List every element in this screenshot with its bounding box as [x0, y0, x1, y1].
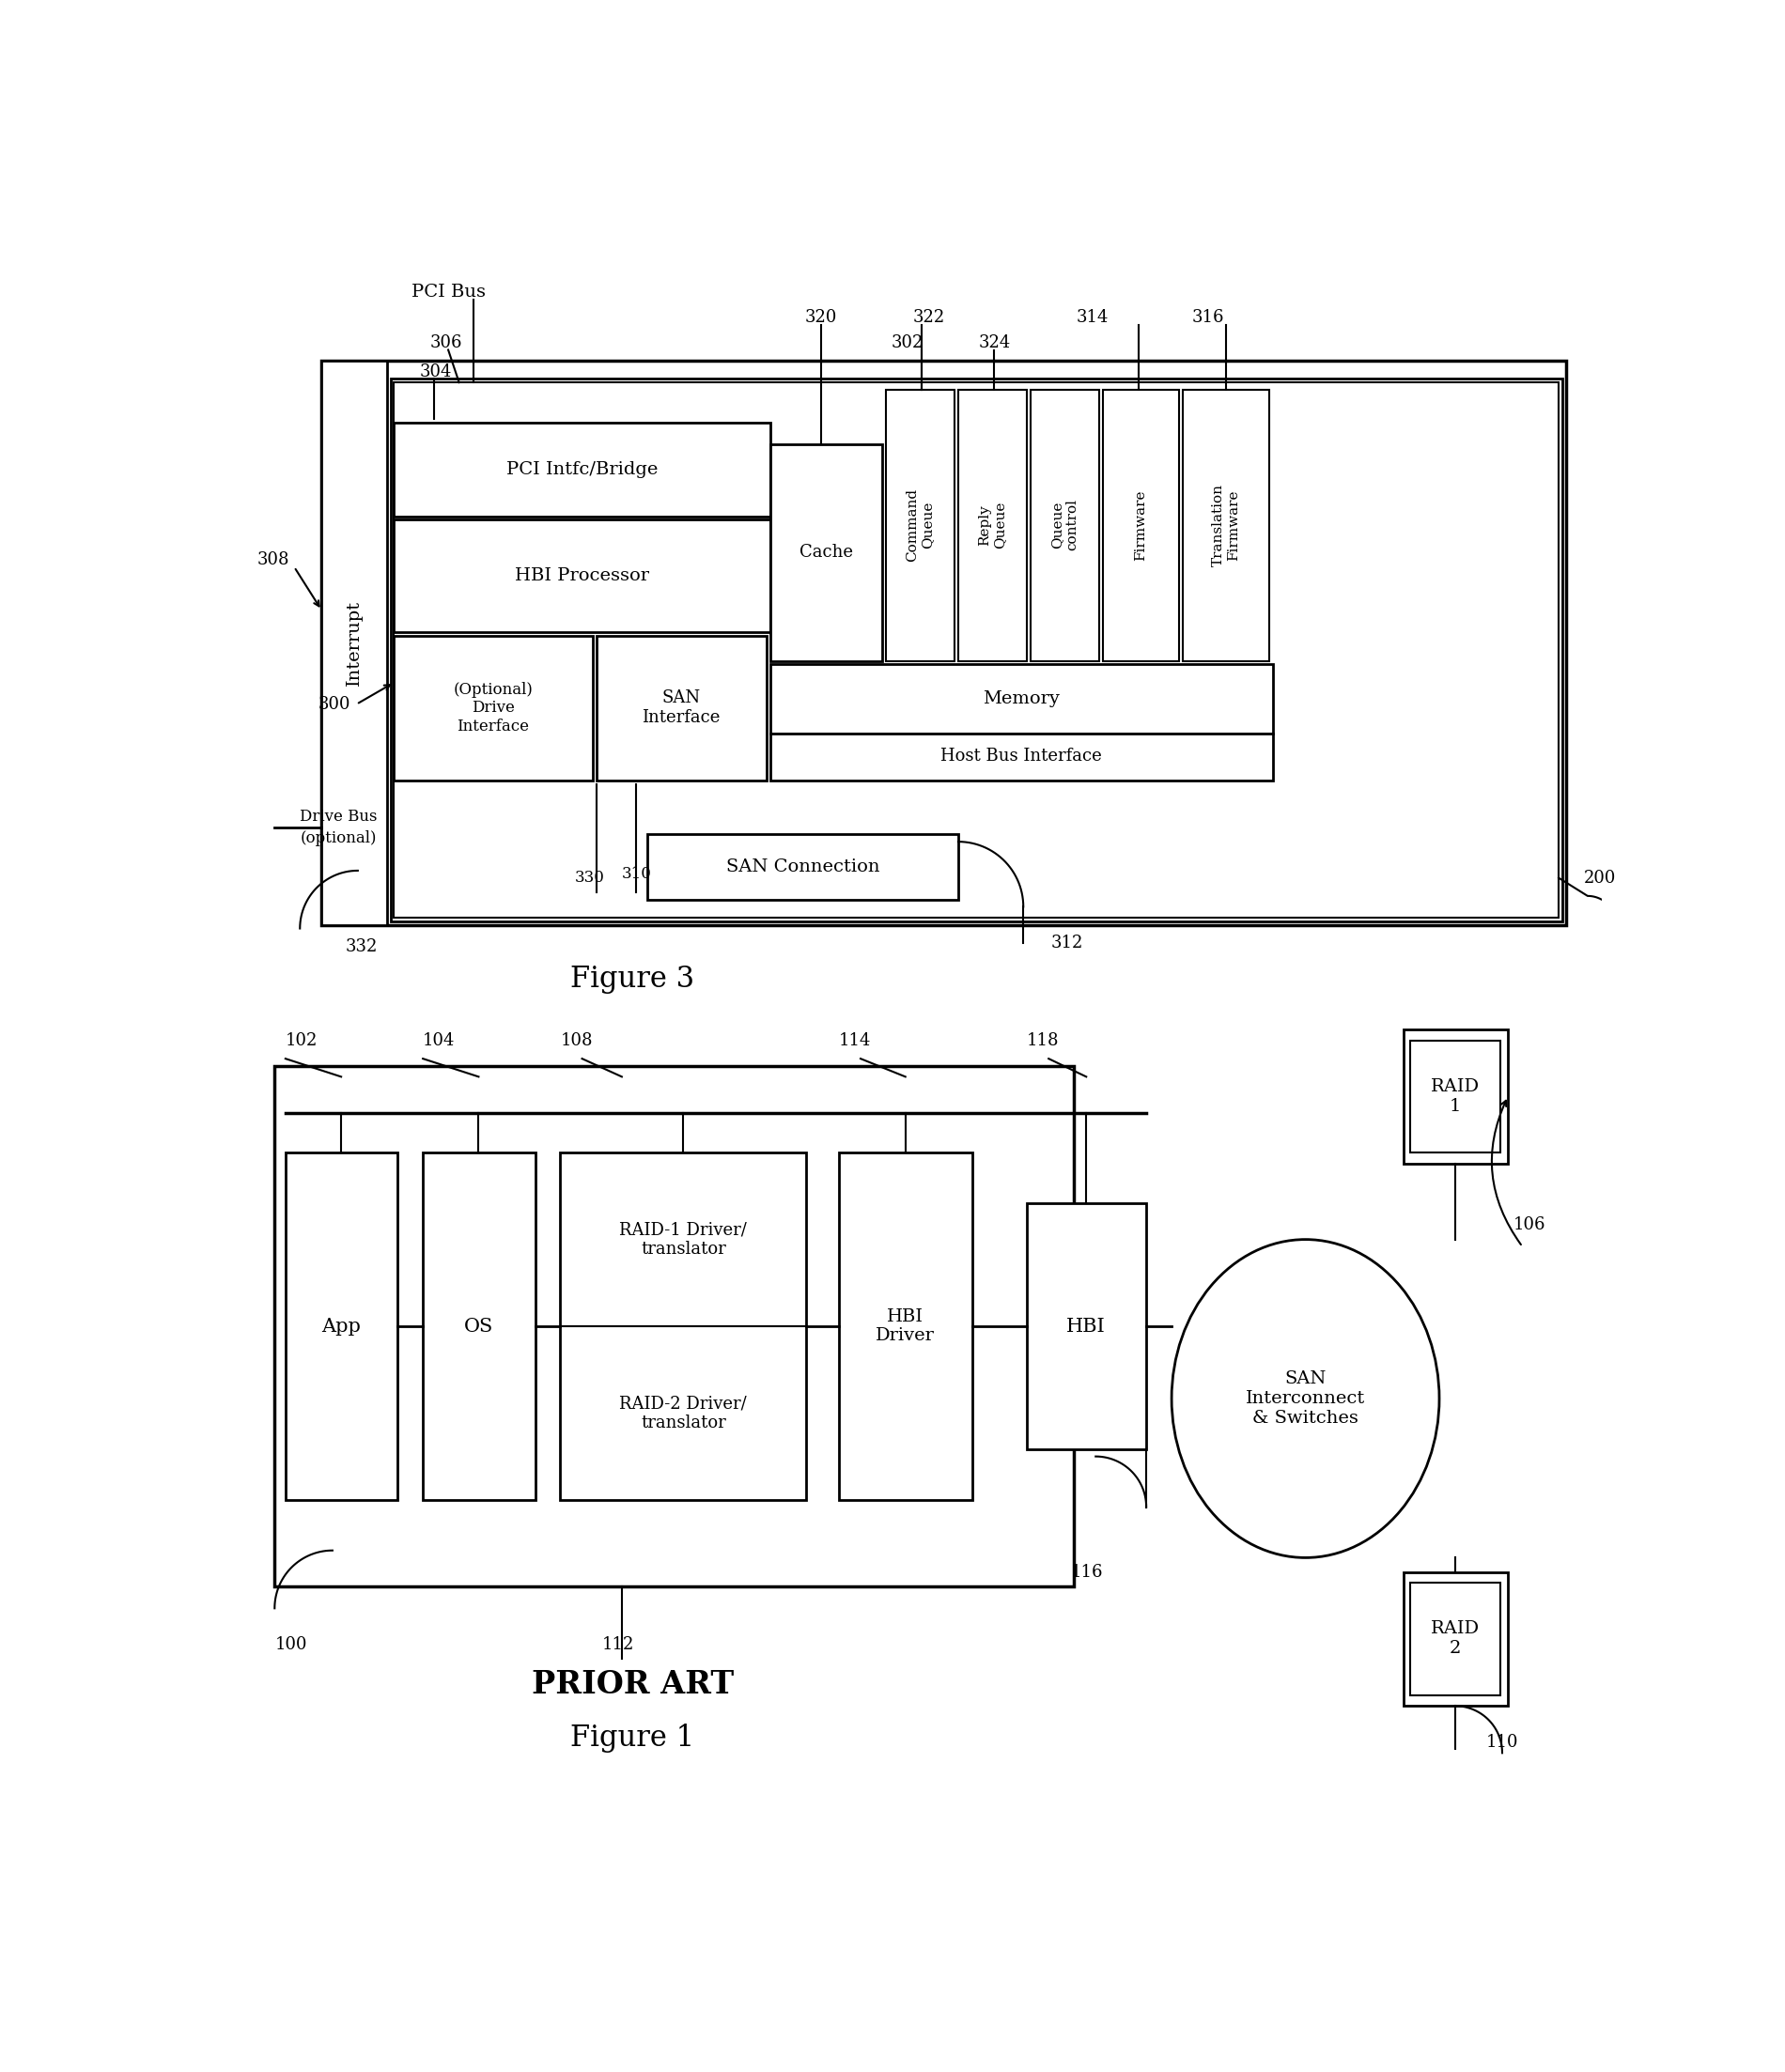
Bar	[769, 733, 1273, 781]
Text: OS: OS	[464, 1318, 493, 1334]
Text: Command
Queue: Command Queue	[905, 489, 934, 562]
Text: (Optional)
Drive
Interface: (Optional) Drive Interface	[453, 682, 534, 733]
Text: (optional): (optional)	[300, 831, 377, 845]
Text: Queue
control: Queue control	[1050, 499, 1078, 551]
Text: 320: 320	[805, 309, 837, 325]
Bar	[1182, 390, 1269, 661]
Text: HBI
Driver: HBI Driver	[876, 1307, 935, 1345]
Bar	[1403, 1030, 1508, 1164]
Bar	[286, 1152, 398, 1500]
Text: 316: 316	[1192, 309, 1225, 325]
Text: 314: 314	[1076, 309, 1108, 325]
Bar	[1410, 1040, 1501, 1152]
Text: SAN
Interconnect
& Switches: SAN Interconnect & Switches	[1246, 1370, 1366, 1426]
Text: 306: 306	[430, 334, 462, 350]
Text: 300: 300	[318, 696, 350, 713]
Text: SAN
Interface: SAN Interface	[643, 690, 721, 725]
Text: 332: 332	[345, 939, 378, 955]
Text: 104: 104	[423, 1032, 455, 1048]
Text: 116: 116	[1071, 1564, 1103, 1581]
Bar	[275, 1065, 1075, 1587]
Text: Memory: Memory	[984, 690, 1060, 707]
Text: 112: 112	[602, 1637, 634, 1653]
Text: 108: 108	[560, 1032, 593, 1048]
Text: 100: 100	[275, 1637, 307, 1653]
Text: Figure 1: Figure 1	[571, 1724, 694, 1753]
Bar	[321, 361, 1565, 924]
Text: RAID
1: RAID 1	[1432, 1077, 1480, 1115]
Text: Figure 3: Figure 3	[571, 966, 694, 995]
Text: 302: 302	[891, 334, 923, 350]
Bar	[394, 383, 1558, 918]
Bar	[648, 835, 959, 899]
Text: Cache: Cache	[800, 545, 853, 562]
Text: Firmware: Firmware	[1133, 489, 1148, 559]
Bar	[394, 636, 593, 781]
Bar	[321, 361, 387, 924]
Bar	[394, 423, 769, 516]
Text: Reply
Queue: Reply Queue	[978, 501, 1007, 549]
Text: RAID-2 Driver/
translator: RAID-2 Driver/ translator	[619, 1394, 748, 1432]
Text: App: App	[321, 1318, 361, 1334]
Bar	[1103, 390, 1178, 661]
Text: 324: 324	[978, 334, 1010, 350]
Text: RAID
2: RAID 2	[1432, 1620, 1480, 1658]
Text: 308: 308	[257, 551, 289, 568]
Bar	[769, 443, 882, 661]
Text: PCI Bus: PCI Bus	[411, 284, 486, 300]
Text: Host Bus Interface: Host Bus Interface	[941, 748, 1101, 765]
Text: HBI Processor: HBI Processor	[514, 568, 650, 584]
Text: Translation
Firmware: Translation Firmware	[1212, 483, 1241, 566]
Text: Drive Bus: Drive Bus	[300, 808, 377, 825]
Bar	[1403, 1573, 1508, 1705]
Bar	[1030, 390, 1100, 661]
Bar	[1026, 1204, 1146, 1448]
Text: 110: 110	[1487, 1734, 1519, 1751]
Text: 102: 102	[286, 1032, 318, 1048]
Text: RAID-1 Driver/
translator: RAID-1 Driver/ translator	[619, 1220, 748, 1258]
Bar	[769, 665, 1273, 733]
Bar	[959, 390, 1026, 661]
Text: Interrupt: Interrupt	[346, 601, 362, 686]
Text: PRIOR ART: PRIOR ART	[532, 1668, 734, 1699]
Bar	[560, 1152, 807, 1500]
Bar	[394, 520, 769, 632]
Text: PCI Intfc/Bridge: PCI Intfc/Bridge	[507, 460, 659, 479]
Text: 330: 330	[575, 870, 605, 887]
Bar	[1410, 1583, 1501, 1695]
Bar	[391, 379, 1562, 922]
Text: 114: 114	[839, 1032, 871, 1048]
Bar	[885, 390, 955, 661]
Text: 106: 106	[1514, 1216, 1546, 1233]
Text: HBI: HBI	[1067, 1318, 1107, 1334]
Text: 200: 200	[1583, 870, 1615, 887]
Text: SAN Connection: SAN Connection	[726, 858, 880, 876]
Text: 322: 322	[914, 309, 946, 325]
Bar	[839, 1152, 973, 1500]
Text: 312: 312	[1051, 934, 1083, 951]
Text: 310: 310	[621, 866, 652, 883]
Text: 304: 304	[419, 363, 452, 379]
Text: 118: 118	[1026, 1032, 1059, 1048]
Bar	[423, 1152, 536, 1500]
Bar	[596, 636, 766, 781]
